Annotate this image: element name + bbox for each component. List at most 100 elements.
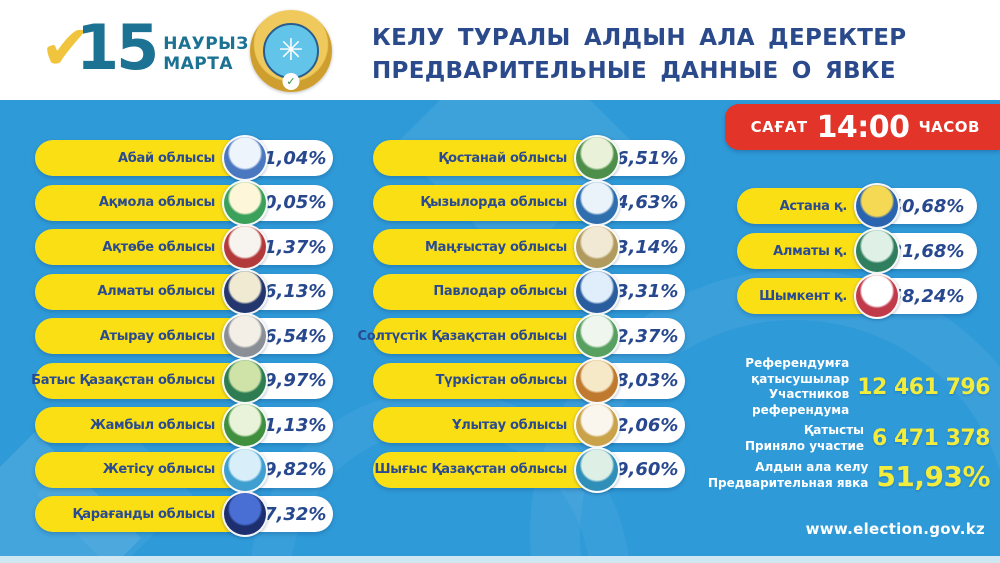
region-emblem-icon	[574, 179, 620, 226]
stat-value: 12 461 796	[857, 374, 990, 400]
stat-value: 6 471 378	[872, 426, 990, 452]
stat-label: Қатысты Приняло участие	[685, 423, 864, 454]
election-commission-emblem-icon: ✳ ✓	[250, 10, 332, 92]
time-label-kk: САҒАТ	[750, 118, 808, 136]
region-name: Алматы облысы	[35, 273, 245, 310]
region-emblem-icon	[222, 179, 268, 226]
region-row: Атырау облысы 56,54%	[35, 313, 333, 359]
region-emblem-icon	[574, 313, 620, 359]
region-emblem-icon	[222, 446, 268, 493]
regions-column-1: Абай облысы 61,04% Ақмола облысы 60,05% …	[31, 135, 333, 537]
region-row: Қостанай облысы 56,51%	[373, 135, 685, 181]
region-row: Қарағанды облысы 57,32%	[35, 491, 333, 537]
region-row: Жетісу облысы 59,82%	[35, 446, 333, 493]
region-emblem-icon	[574, 357, 620, 404]
region-emblem-icon	[574, 402, 620, 448]
stat-label: Алдын ала келу Предварительная явка	[685, 460, 868, 491]
region-row: Маңғыстау облысы 53,14%	[373, 224, 685, 270]
title-kazakh: КЕЛУ ТУРАЛЫ АЛДЫН АЛА ДЕРЕКТЕР	[372, 25, 907, 51]
stat-label-ru: Предварительная явка	[707, 476, 869, 491]
region-name: Ақмола облысы	[35, 184, 245, 221]
region-name: Атырау облысы	[35, 318, 245, 354]
header: ✔ 15 НАУРЫЗ МАРТА ✳ ✓ КЕЛУ ТУРАЛЫ АЛДЫН …	[0, 0, 1000, 100]
website-url: www.election.gov.kz	[805, 520, 985, 538]
stat-label-kk: Қатысты	[803, 423, 865, 438]
date-logo: ✔ 15 НАУРЫЗ МАРТА	[40, 14, 249, 82]
stat-took-part: Қатысты Приняло участие 6 471 378	[685, 423, 991, 454]
regions-column-2: Қостанай облысы 56,51% Қызылорда облысы …	[357, 135, 685, 493]
region-row: Қызылорда облысы 64,63%	[373, 179, 685, 226]
region-name: Павлодар облысы	[373, 273, 597, 310]
region-emblem-icon	[574, 224, 620, 270]
stat-label-ru: Участников референдума	[752, 387, 850, 417]
region-emblem-icon	[222, 268, 268, 315]
stat-value: 51,93%	[876, 459, 990, 493]
region-emblem-icon	[222, 357, 268, 404]
region-name: Жамбыл облысы	[35, 407, 245, 443]
city-emblem-icon	[854, 273, 900, 319]
region-emblem-icon	[222, 135, 268, 181]
city-emblem-icon	[854, 228, 900, 274]
region-name: Қызылорда облысы	[373, 184, 597, 221]
region-name: Маңғыстау облысы	[373, 229, 597, 265]
logo-month-ru: МАРТА	[163, 54, 234, 74]
region-name: Батыс Қазақстан облысы	[31, 362, 245, 399]
region-name: Қарағанды облысы	[35, 496, 245, 532]
region-emblem-icon	[222, 313, 268, 359]
region-emblem-icon	[574, 135, 620, 181]
region-name: Шығыс Қазақстан облысы	[373, 451, 597, 488]
time-label-ru: ЧАСОВ	[918, 118, 980, 136]
city-emblem-icon	[854, 183, 900, 229]
logo-date-words: НАУРЫЗ МАРТА	[163, 35, 249, 74]
region-emblem-icon	[222, 491, 268, 537]
city-name: Алматы қ.	[737, 233, 877, 269]
city-name: Шымкент қ.	[737, 278, 877, 314]
region-row: Солтүстік Қазақстан облысы 52,37%	[357, 313, 685, 359]
time-value: 14:00	[816, 109, 911, 145]
stat-label: Референдумға қатысушылар Участников рефе…	[685, 356, 849, 418]
region-row: Абай облысы 61,04%	[35, 135, 333, 181]
stat-participants: Референдумға қатысушылар Участников рефе…	[685, 356, 990, 418]
region-row: Жамбыл облысы 51,13%	[35, 402, 333, 448]
stat-label-kk: Алдын ала келу	[755, 460, 869, 475]
emblem-lattice-icon: ✳	[263, 23, 319, 79]
city-row: Алматы қ. 21,68%	[737, 228, 977, 274]
bottom-strip	[0, 556, 1000, 563]
region-row: Батыс Қазақстан облысы 49,97%	[31, 357, 333, 404]
checkmark-icon: ✔	[40, 11, 92, 84]
page-title: КЕЛУ ТУРАЛЫ АЛДЫН АЛА ДЕРЕКТЕР ПРЕДВАРИТ…	[372, 22, 906, 89]
city-name: Астана қ.	[737, 188, 877, 224]
stat-preliminary-turnout: Алдын ала келу Предварительная явка 51,9…	[685, 459, 991, 493]
content-area: САҒАТ 14:00 ЧАСОВ Абай облысы 61,04% Ақм…	[0, 100, 1000, 563]
region-emblem-icon	[574, 268, 620, 315]
region-row: Ақтөбе облысы 61,37%	[35, 224, 333, 270]
region-name: Ақтөбе облысы	[35, 229, 245, 265]
region-row: Алматы облысы 56,13%	[35, 268, 333, 315]
city-row: Шымкент қ. 58,24%	[737, 273, 977, 319]
region-row: Түркістан облысы 58,03%	[373, 357, 685, 404]
stat-label-ru: Приняло участие	[744, 438, 865, 453]
region-emblem-icon	[222, 402, 268, 448]
region-row: Ұлытау облысы 52,06%	[373, 402, 685, 448]
time-badge: САҒАТ 14:00 ЧАСОВ	[724, 104, 1000, 150]
region-name: Ұлытау облысы	[373, 407, 597, 443]
region-name: Түркістан облысы	[373, 362, 597, 399]
region-emblem-icon	[222, 224, 268, 270]
cities-column: Астана қ. 40,68% Алматы қ. 21,68% Шымкен…	[737, 183, 977, 319]
lattice-glyph: ✳	[278, 33, 304, 68]
region-name: Жетісу облысы	[35, 451, 245, 488]
totals-panel: Референдумға қатысушылар Участников рефе…	[685, 356, 991, 493]
logo-number: 15	[75, 11, 159, 84]
region-name: Солтүстік Қазақстан облысы	[357, 318, 597, 354]
emblem-check-icon: ✓	[282, 73, 300, 90]
title-russian: ПРЕДВАРИТЕЛЬНЫЕ ДАННЫЕ О ЯВКЕ	[372, 58, 896, 85]
region-row: Павлодар облысы 53,31%	[373, 268, 685, 315]
region-row: Ақмола облысы 60,05%	[35, 179, 333, 226]
city-row: Астана қ. 40,68%	[737, 183, 977, 229]
region-name: Қостанай облысы	[373, 140, 597, 176]
region-emblem-icon	[574, 446, 620, 493]
region-row: Шығыс Қазақстан облысы 59,60%	[373, 446, 685, 493]
region-name: Абай облысы	[35, 140, 245, 176]
logo-month-kk: НАУРЫЗ	[163, 34, 249, 55]
